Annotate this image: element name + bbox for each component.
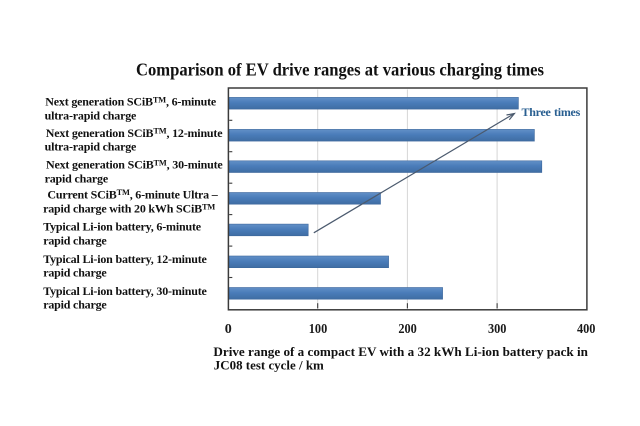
svg-text:rapid charge: rapid charge <box>43 298 107 312</box>
svg-text:Typical Li-ion battery, 6-minu: Typical Li-ion battery, 6-minute <box>43 220 202 234</box>
svg-text:Next generation SCiBTM, 6-minu: Next generation SCiBTM, 6-minute <box>45 95 217 109</box>
svg-text:ultra-rapid charge: ultra-rapid charge <box>45 109 137 123</box>
svg-text:Three times: Three times <box>522 105 581 119</box>
svg-text:Typical Li-ion battery, 30-min: Typical Li-ion battery, 30-minute <box>43 284 207 298</box>
svg-text:rapid charge with 20 kWh SCiBT: rapid charge with 20 kWh SCiBTM <box>43 202 215 216</box>
svg-text:0: 0 <box>225 322 232 337</box>
svg-text:Next generation SCiBTM, 30-min: Next generation SCiBTM, 30-minute <box>46 158 223 172</box>
svg-text:Current SCiBTM, 6-minute Ultra: Current SCiBTM, 6-minute Ultra – <box>47 187 218 201</box>
svg-text:JC08 test cycle / km: JC08 test cycle / km <box>214 357 324 372</box>
svg-text:Next generation SCiBTM, 12-min: Next generation SCiBTM, 12-minute <box>46 126 223 140</box>
svg-text:rapid charge: rapid charge <box>43 233 107 247</box>
svg-text:Comparison of EV drive ranges: Comparison of EV drive ranges at various… <box>136 60 544 80</box>
svg-text:ultra-rapid charge: ultra-rapid charge <box>45 140 137 154</box>
svg-text:Typical Li-ion battery, 12-min: Typical Li-ion battery, 12-minute <box>43 252 207 266</box>
svg-text:200: 200 <box>398 322 417 337</box>
svg-text:rapid charge: rapid charge <box>45 172 109 186</box>
svg-text:400: 400 <box>577 322 596 337</box>
svg-text:Drive range of a compact EV wi: Drive range of a compact EV with a 32 kW… <box>213 344 588 359</box>
svg-text:100: 100 <box>309 322 328 337</box>
svg-text:rapid charge: rapid charge <box>43 266 107 280</box>
svg-text:300: 300 <box>488 322 507 337</box>
